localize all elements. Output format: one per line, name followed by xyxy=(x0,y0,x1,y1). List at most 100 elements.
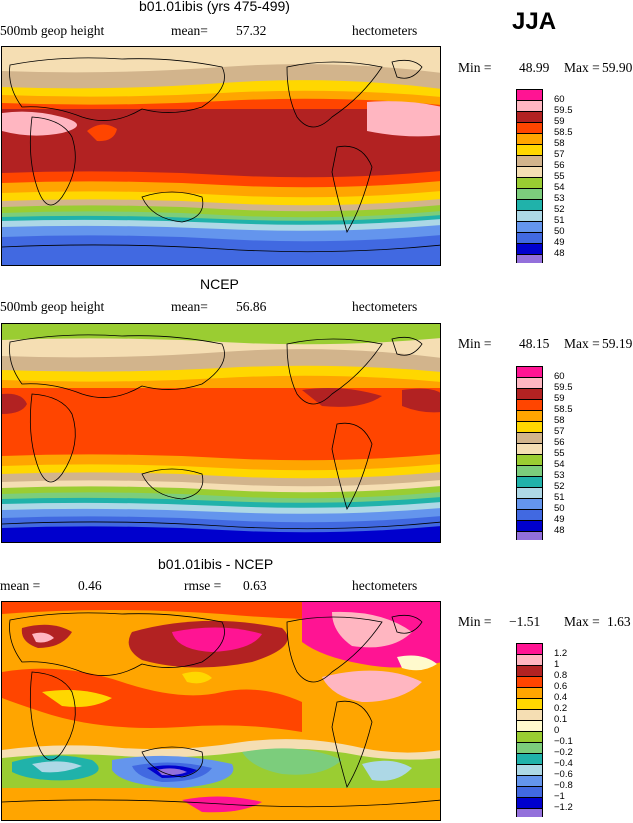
panel-2-title: NCEP xyxy=(200,276,239,292)
panel-1-tick-label: 59 xyxy=(554,116,565,127)
panel-3-swatch xyxy=(517,710,542,721)
panel-2-max-value: 59.19 xyxy=(602,336,633,351)
panel-3-swatch xyxy=(517,721,542,732)
panel-3-tick-label: −0.6 xyxy=(554,769,573,780)
panel-2-swatch xyxy=(517,488,542,499)
panel-2-mean-label: mean= xyxy=(171,299,208,314)
panel-3-tick-label: −1 xyxy=(554,791,565,802)
panel-1-colorbar xyxy=(516,89,543,263)
panel-2-swatch xyxy=(517,444,542,455)
panel-1-field-label: 500mb geop height xyxy=(0,23,105,38)
panel-3-rmse-value: 0.63 xyxy=(243,578,267,593)
panel-2-tick-label: 58 xyxy=(554,415,565,426)
panel-3-tick-label: 1 xyxy=(554,659,560,670)
panel-1-swatch xyxy=(517,222,542,233)
panel-2-units: hectometers xyxy=(352,299,418,314)
panel-2-max-label: Max = xyxy=(564,336,600,351)
panel-3-swatch xyxy=(517,809,542,817)
panel-1-tick-label: 52 xyxy=(554,204,565,215)
panel-2-tick-label: 56 xyxy=(554,437,565,448)
panel-3-tick-label: −0.4 xyxy=(554,758,573,769)
panel-2-field-label: 500mb geop height xyxy=(0,299,105,314)
panel-1-tick-label: 58 xyxy=(554,138,565,149)
panel-1-swatch xyxy=(517,112,542,123)
panel-2-swatch xyxy=(517,433,542,444)
panel-3-tick-label: 0.2 xyxy=(554,703,568,714)
panel-1-tick-label: 57 xyxy=(554,149,565,160)
panel-3-tick-label: 0.4 xyxy=(554,692,568,703)
panel-2-swatch xyxy=(517,499,542,510)
panel-2-swatch xyxy=(517,422,542,433)
panel-3-swatch xyxy=(517,776,542,787)
panel-3-rmse-label: rmse = xyxy=(184,578,222,593)
panel-2-swatch xyxy=(517,400,542,411)
panel-2-tick-label: 51 xyxy=(554,492,565,503)
panel-2-mean-value: 56.86 xyxy=(236,299,267,314)
panel-3-tick-label: −0.8 xyxy=(554,780,573,791)
panel-3-max-label: Max = xyxy=(564,614,600,629)
panel-3-tick-label: 0.8 xyxy=(554,670,568,681)
panel-1-tick-label: 60 xyxy=(554,94,565,105)
panel-1-swatch xyxy=(517,134,542,145)
panel-1-tick-label: 53 xyxy=(554,193,565,204)
panel-2-tick-label: 57 xyxy=(554,426,565,437)
panel-1-swatch xyxy=(517,123,542,134)
panel-2-swatch xyxy=(517,466,542,477)
panel-2-swatch xyxy=(517,477,542,488)
panel-1-tick-label: 48 xyxy=(554,248,565,259)
panel-2-swatch xyxy=(517,455,542,466)
panel-3-title: b01.01ibis - NCEP xyxy=(158,556,274,572)
panel-1-tick-label: 51 xyxy=(554,215,565,226)
panel-2-swatch xyxy=(517,378,542,389)
panel-3-max-value: 1.63 xyxy=(607,614,631,629)
panel-3-mean-value: 0.46 xyxy=(78,578,102,593)
panel-1-swatch xyxy=(517,233,542,244)
season-label: JJA xyxy=(512,8,557,35)
panel-3-swatch xyxy=(517,699,542,710)
panel-1-min-label: Min = xyxy=(458,60,492,75)
panel-2-map xyxy=(1,323,441,543)
panel-2-tick-label: 48 xyxy=(554,525,565,536)
panel-2-min-value: 48.15 xyxy=(519,336,550,351)
panel-3-swatch xyxy=(517,754,542,765)
panel-1-swatch xyxy=(517,189,542,200)
panel-2-tick-label: 55 xyxy=(554,448,565,459)
panel-3-swatch xyxy=(517,732,542,743)
panel-3-tick-label: 0.6 xyxy=(554,681,568,692)
panel-3-swatch xyxy=(517,787,542,798)
panel-2-tick-label: 53 xyxy=(554,470,565,481)
panel-2-min-label: Min = xyxy=(458,336,492,351)
panel-3-min-value: −1.51 xyxy=(509,614,541,629)
panel-2-tick-label: 52 xyxy=(554,481,565,492)
panel-3-swatch xyxy=(517,666,542,677)
panel-1-title: b01.01ibis (yrs 475-499) xyxy=(139,0,290,14)
panel-2-swatch xyxy=(517,411,542,422)
panel-1-swatch xyxy=(517,178,542,189)
panel-1-map xyxy=(1,46,441,266)
panel-1-tick-label: 49 xyxy=(554,237,565,248)
panel-3-mean-label: mean = xyxy=(0,578,41,593)
panel-3-tick-label: 1.2 xyxy=(554,648,568,659)
panel-2-tick-label: 54 xyxy=(554,459,565,470)
panel-1-mean-value: 57.32 xyxy=(236,23,267,38)
panel-1-swatch xyxy=(517,167,542,178)
panel-1-swatch xyxy=(517,255,542,263)
panel-2-swatch xyxy=(517,521,542,532)
panel-2-tick-label: 59.5 xyxy=(554,382,573,393)
panel-1-max-value: 59.90 xyxy=(602,60,633,75)
panel-1-max-label: Max = xyxy=(564,60,600,75)
panel-2-tick-label: 60 xyxy=(554,371,565,382)
panel-1-tick-label: 55 xyxy=(554,171,565,182)
panel-2-swatch xyxy=(517,510,542,521)
panel-1-units: hectometers xyxy=(352,23,418,38)
panel-2-swatch xyxy=(517,367,542,378)
panel-3-tick-label: −0.1 xyxy=(554,736,573,747)
panel-1-swatch xyxy=(517,101,542,112)
panel-1-swatch xyxy=(517,90,542,101)
panel-3-map xyxy=(1,601,441,821)
panel-3-tick-label: −1.2 xyxy=(554,802,573,813)
panel-1-swatch xyxy=(517,200,542,211)
panel-2-tick-label: 49 xyxy=(554,514,565,525)
panel-3-swatch xyxy=(517,655,542,666)
panel-3-tick-label: 0.1 xyxy=(554,714,568,725)
